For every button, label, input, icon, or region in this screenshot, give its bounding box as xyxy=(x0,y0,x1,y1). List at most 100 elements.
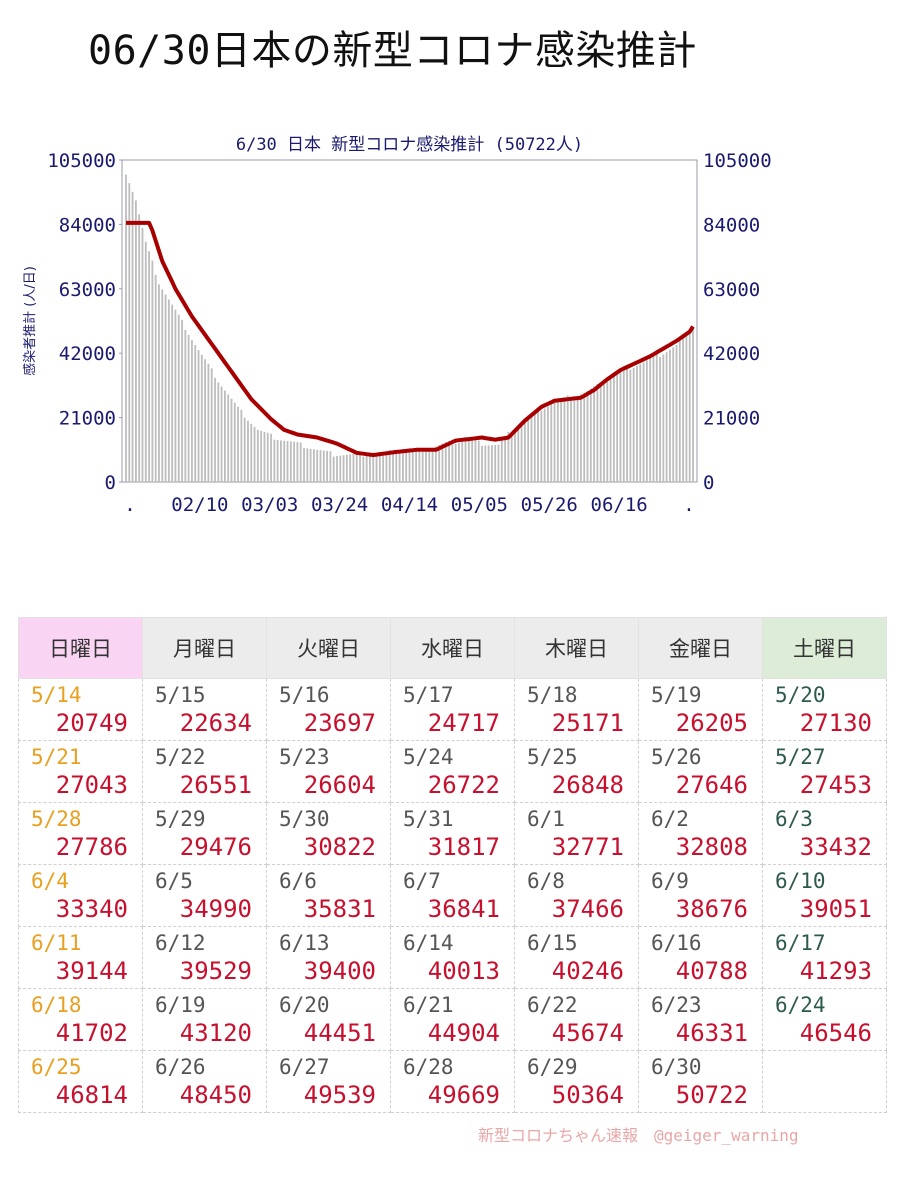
cell-date: 5/30 xyxy=(279,807,330,831)
calendar-cell: 6/27 49539 xyxy=(266,1050,391,1113)
data-bar xyxy=(385,450,388,482)
data-bar xyxy=(636,366,638,482)
data-bar xyxy=(626,366,628,482)
cell-date: 6/5 xyxy=(155,869,193,893)
cell-value: 26848 xyxy=(551,771,624,799)
cell-date: 5/23 xyxy=(279,745,330,769)
data-bar xyxy=(339,455,342,482)
data-bar xyxy=(586,390,589,482)
data-bar xyxy=(283,440,286,482)
data-bar xyxy=(464,441,467,482)
data-bar xyxy=(398,452,401,482)
data-bar xyxy=(233,402,236,482)
calendar-body: 5/14 20749 5/15 22634 5/16 23697 5/17 24717 5/18… xyxy=(18,678,887,1113)
x-tick-label: . xyxy=(124,494,135,516)
data-bar xyxy=(448,441,450,482)
cell-value: 26551 xyxy=(179,771,252,799)
data-bar xyxy=(616,373,619,482)
data-bar xyxy=(425,450,427,482)
data-bar xyxy=(556,400,559,482)
x-tick-label: 03/03 xyxy=(241,494,298,516)
y-tick-label-left: 0 xyxy=(105,472,116,494)
data-bar xyxy=(408,450,411,482)
cell-date: 5/24 xyxy=(403,745,454,769)
credit-text: 新型コロナちゃん速報 @geiger_warning xyxy=(478,1126,799,1145)
data-bar xyxy=(125,174,127,482)
data-bar xyxy=(547,406,549,482)
cell-value: 32771 xyxy=(551,833,624,861)
cell-value: 30822 xyxy=(303,833,376,861)
calendar-cell: 6/17 41293 xyxy=(762,926,887,989)
data-bar xyxy=(688,332,691,482)
data-bar xyxy=(678,340,681,482)
weekday-header: 土曜日 xyxy=(762,617,887,679)
calendar-week-row: 6/25 46814 6/26 48450 6/27 49539 6/28 49669 6/29… xyxy=(18,1050,887,1113)
data-bar xyxy=(253,426,256,482)
data-bar xyxy=(596,383,599,482)
calendar-cell: 5/22 26551 xyxy=(142,740,267,803)
cell-value: 23697 xyxy=(303,709,376,737)
y-tick-label-left: 105000 xyxy=(47,150,116,172)
data-bar xyxy=(392,454,394,482)
cell-value: 31817 xyxy=(427,833,500,861)
y-axis-label: 感染者推計 (人/日) xyxy=(22,266,38,376)
cell-value: 32808 xyxy=(675,833,748,861)
calendar-cell: 5/30 30822 xyxy=(266,802,391,865)
calendar-cell: 5/17 24717 xyxy=(390,678,515,741)
data-bar xyxy=(421,452,424,482)
calendar-cell: 5/15 22634 xyxy=(142,678,267,741)
weekday-header: 木曜日 xyxy=(514,617,639,679)
calendar-cell: 5/31 31817 xyxy=(390,802,515,865)
data-bar xyxy=(583,392,586,482)
calendar-cell: 5/27 27453 xyxy=(762,740,887,803)
data-bar xyxy=(510,432,513,482)
cell-date: 6/10 xyxy=(775,869,826,893)
cell-date: 5/31 xyxy=(403,807,454,831)
data-bar xyxy=(388,450,391,482)
calendar-cell: 6/5 34990 xyxy=(142,864,267,927)
cell-date: 6/16 xyxy=(651,931,702,955)
data-bar xyxy=(491,445,493,482)
data-bar xyxy=(467,440,470,482)
calendar-cell: 6/12 39529 xyxy=(142,926,267,989)
data-bar xyxy=(537,407,539,482)
data-bar xyxy=(609,379,612,482)
data-bar xyxy=(563,397,566,482)
y-tick-label-left: 63000 xyxy=(59,279,116,301)
cell-date: 6/2 xyxy=(651,807,689,831)
data-bar xyxy=(181,319,183,482)
data-bar xyxy=(573,397,576,482)
infection-chart: 6/30 日本 新型コロナ感染推計 (50722人) 105000 105000 84… xyxy=(0,120,900,530)
data-bar xyxy=(240,409,243,482)
data-bar xyxy=(336,456,338,482)
data-bar xyxy=(227,394,230,482)
calendar-cell: 5/28 27786 xyxy=(18,802,143,865)
y-tick-label-right: 42000 xyxy=(703,343,760,365)
page-title: 06/30日本の新型コロナ感染推計 xyxy=(88,28,697,74)
cell-value: 35831 xyxy=(303,895,376,923)
calendar-cell: 5/20 27130 xyxy=(762,678,887,741)
cell-value: 36841 xyxy=(427,895,500,923)
data-bar xyxy=(174,309,177,482)
cell-date: 6/6 xyxy=(279,869,317,893)
cell-value: 46814 xyxy=(55,1081,128,1109)
x-tick-label: 06/16 xyxy=(591,494,648,516)
data-bar xyxy=(632,367,635,482)
cell-date: 5/22 xyxy=(155,745,206,769)
chart-title: 6/30 日本 新型コロナ感染推計 (50722人) xyxy=(236,135,583,155)
cell-date: 6/14 xyxy=(403,931,454,955)
y-tick-label-right: 105000 xyxy=(703,150,772,172)
data-bar xyxy=(280,440,282,482)
data-bar xyxy=(507,431,510,482)
y-tick-label-right: 21000 xyxy=(703,408,760,430)
data-bar xyxy=(454,444,457,482)
calendar-cell: 6/11 39144 xyxy=(18,926,143,989)
data-bar xyxy=(167,299,170,482)
calendar-cell: 6/29 50364 xyxy=(514,1050,639,1113)
data-bar xyxy=(263,431,266,482)
calendar-cell: 6/13 39400 xyxy=(266,926,391,989)
weekday-header: 日曜日 xyxy=(18,617,143,679)
data-bar xyxy=(580,394,582,482)
data-bar xyxy=(458,443,460,482)
cell-value: 44904 xyxy=(427,1019,500,1047)
